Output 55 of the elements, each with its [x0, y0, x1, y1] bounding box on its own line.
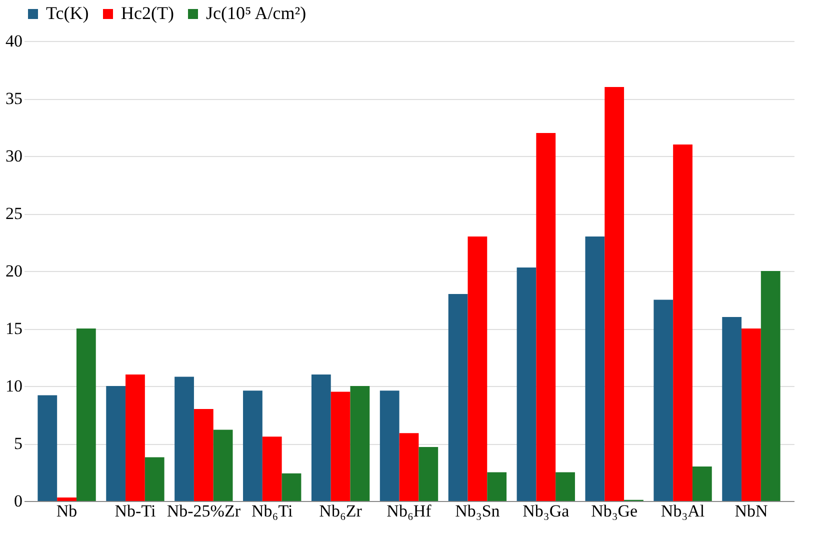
bar [243, 390, 262, 501]
bar [330, 392, 350, 501]
bar [556, 472, 575, 501]
y-tick-label: 20 [6, 262, 22, 280]
x-tick-label: Nb₃Sn [455, 502, 500, 520]
bar [654, 300, 674, 501]
x-tick-label: Nb-25%Zr [166, 502, 241, 520]
y-tick-label: 30 [6, 146, 22, 166]
bar [262, 436, 282, 501]
bar [38, 395, 58, 501]
x-tick-label: Nb₆Zr [319, 502, 362, 520]
bar [692, 466, 712, 501]
bar [536, 133, 556, 501]
x-tick-label: Nb₆Ti [252, 502, 293, 520]
bar [380, 390, 400, 501]
bar [106, 386, 126, 501]
legend-label: Jc(10⁵ A/cm²) [206, 3, 306, 23]
bar [742, 328, 761, 501]
x-tick-label: Nb [56, 502, 78, 520]
y-tick-label: 25 [6, 204, 22, 223]
bar [468, 236, 488, 501]
bar [350, 386, 370, 501]
bar [144, 457, 164, 501]
bar [585, 236, 605, 501]
y-tick-label: 40 [6, 32, 22, 50]
bar [604, 87, 624, 501]
bar [213, 430, 233, 501]
y-tick-label: 10 [6, 376, 22, 396]
bar [76, 328, 96, 501]
bar [722, 317, 742, 501]
bar [487, 472, 507, 501]
x-tick-label: Nb₃Al [660, 502, 705, 520]
x-tick-label: Nb₆Hf [386, 502, 432, 520]
bar [448, 294, 468, 501]
x-tick-label: Nb₃Ga [522, 502, 570, 520]
x-tick-label: NbN [734, 502, 768, 520]
bar [282, 473, 302, 501]
bar [174, 376, 194, 501]
bar [126, 374, 145, 501]
bar [760, 271, 780, 501]
bar [57, 498, 76, 501]
y-tick-label: 0 [14, 492, 22, 510]
bar [311, 374, 331, 501]
bar [194, 409, 214, 501]
y-tick-label: 35 [6, 89, 22, 108]
bar [673, 144, 692, 501]
legend-label: Tc(K) [46, 3, 89, 23]
y-tick-label: 5 [14, 434, 22, 453]
x-tick-label: Nb₃Ge [591, 502, 638, 520]
bar [418, 446, 438, 501]
x-tick-label: Nb-Ti [114, 502, 156, 520]
bar [516, 268, 536, 501]
y-tick-label: 15 [6, 319, 22, 338]
legend-label: Hc2(T) [121, 3, 174, 23]
bar [399, 433, 419, 501]
